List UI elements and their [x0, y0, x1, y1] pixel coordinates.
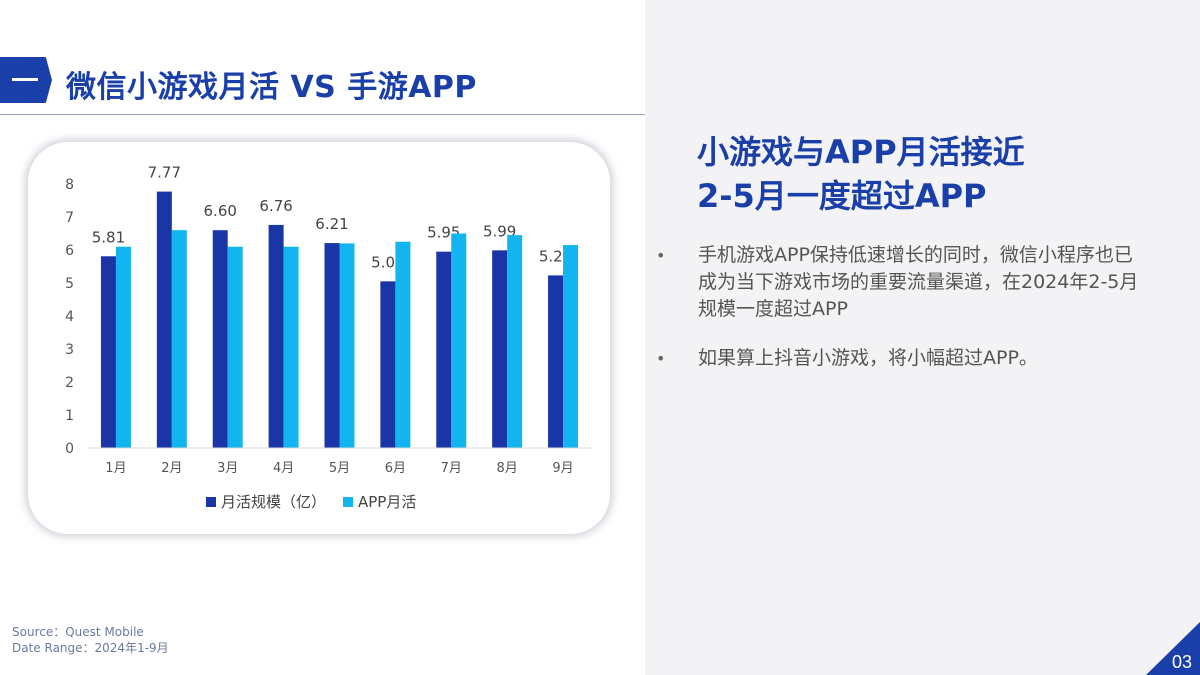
bar-mini-game-mau	[156, 191, 172, 448]
data-label: 7.77	[148, 164, 181, 182]
x-tick-label: 3月	[217, 461, 238, 476]
x-tick-label: 2月	[161, 461, 182, 476]
legend-swatch	[206, 497, 216, 507]
y-tick-label: 1	[65, 408, 74, 424]
bar-app-mau	[395, 241, 411, 448]
bullet-item: • 手机游戏APP保持低速增长的同时，微信小程序也已成为当下游戏市场的重要流量渠…	[656, 242, 1146, 323]
chart-card: 0 1 2 3 4 5 6 7 8 5.81 1月 7.77 2月 6.60 3月 6.76 4月 6.21 5月 5…	[28, 142, 610, 534]
section-marker	[0, 57, 52, 103]
x-tick-label: 7月	[441, 461, 462, 476]
bar-mini-game-mau	[548, 275, 564, 448]
y-tick-label: 0	[65, 441, 74, 457]
data-label: 6.60	[204, 202, 237, 220]
bar-mini-game-mau	[380, 281, 396, 448]
bar-mini-game-mau	[436, 251, 452, 448]
bar-app-mau	[115, 246, 131, 448]
bullet-dot-icon: •	[656, 246, 666, 265]
headline-line-1: 小游戏与APP月活接近	[697, 133, 1025, 171]
slide-title: 微信小游戏月活 VS 手游APP	[66, 70, 477, 105]
bullet-dot-icon: •	[656, 349, 666, 368]
legend-swatch	[343, 497, 353, 507]
bullet-list: • 手机游戏APP保持低速增长的同时，微信小程序也已成为当下游戏市场的重要流量渠…	[656, 242, 1146, 394]
y-tick-label: 2	[65, 375, 74, 391]
source-note: Source：Quest Mobile Date Range：2024年1-9月	[12, 624, 169, 656]
right-panel	[645, 0, 1200, 675]
x-tick-label: 1月	[105, 461, 126, 476]
y-tick-label: 3	[65, 342, 74, 358]
y-tick-label: 5	[65, 276, 74, 292]
headline: 小游戏与APP月活接近 2-5月一度超过APP	[697, 130, 1025, 218]
x-tick-label: 6月	[385, 461, 406, 476]
bullet-text: 手机游戏APP保持低速增长的同时，微信小程序也已成为当下游戏市场的重要流量渠道，…	[698, 244, 1139, 320]
bar-app-mau	[451, 233, 467, 448]
bar-mini-game-mau	[100, 256, 116, 448]
headline-line-2: 2-5月一度超过APP	[697, 177, 987, 215]
page-number: 03	[1172, 652, 1193, 672]
bar-mini-game-mau	[212, 230, 228, 448]
bar-app-mau	[507, 235, 523, 448]
bar-mini-game-mau	[268, 224, 284, 448]
data-label: 5.81	[92, 228, 125, 246]
x-tick-label: 9月	[552, 461, 573, 476]
bullet-item: • 如果算上抖音小游戏，将小幅超过APP。	[656, 345, 1146, 372]
y-tick-label: 8	[65, 177, 74, 193]
y-tick-label: 4	[65, 309, 74, 325]
bar-app-mau	[563, 245, 579, 448]
bullet-text: 如果算上抖音小游戏，将小幅超过APP。	[698, 347, 1038, 369]
y-tick-label: 7	[65, 210, 74, 226]
legend-label: APP月活	[358, 493, 416, 511]
bar-app-mau	[283, 246, 299, 448]
date-range-line: Date Range：2024年1-9月	[12, 641, 169, 655]
data-label: 6.76	[259, 197, 292, 215]
bar-mini-game-mau	[492, 250, 508, 448]
data-label: 6.21	[315, 215, 348, 233]
legend-label: 月活规模（亿）	[221, 493, 326, 511]
y-tick-label: 6	[65, 243, 74, 259]
bar-chart: 0123456785.811月7.772月6.603月6.764月6.215月5…	[65, 164, 591, 511]
source-line: Source：Quest Mobile	[12, 625, 144, 639]
bar-app-mau	[339, 243, 355, 448]
bar-app-mau	[171, 230, 187, 448]
bar-app-mau	[227, 246, 243, 448]
x-tick-label: 5月	[329, 461, 350, 476]
dash-icon	[12, 78, 38, 81]
x-tick-label: 4月	[273, 461, 294, 476]
title-divider	[0, 114, 645, 115]
x-tick-label: 8月	[497, 461, 518, 476]
bar-mini-game-mau	[324, 243, 340, 448]
